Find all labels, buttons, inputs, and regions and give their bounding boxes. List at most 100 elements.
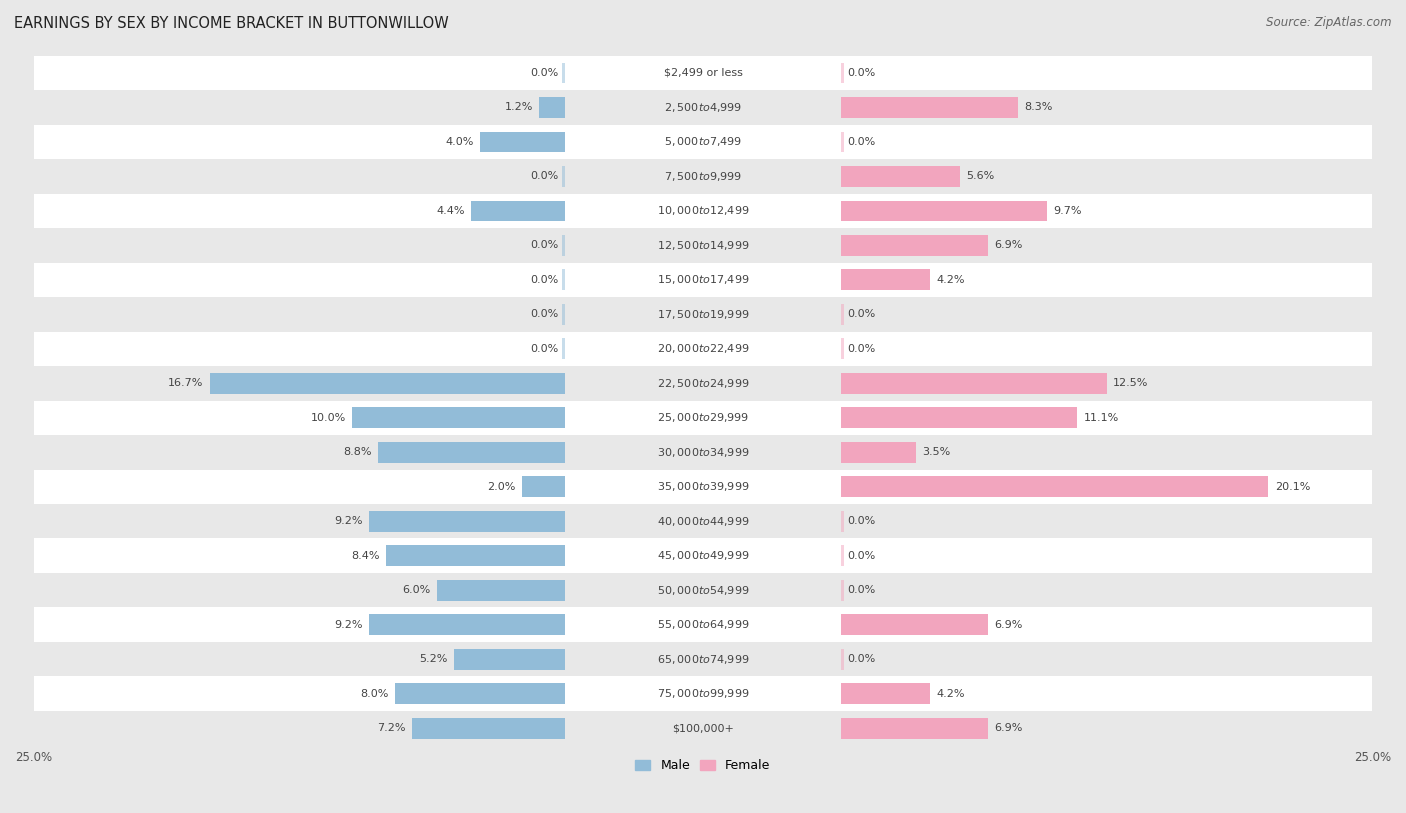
Bar — [34, 159, 1372, 193]
Text: 0.0%: 0.0% — [848, 585, 876, 595]
Text: $40,000 to $44,999: $40,000 to $44,999 — [657, 515, 749, 528]
Text: 6.0%: 6.0% — [402, 585, 432, 595]
Text: $12,500 to $14,999: $12,500 to $14,999 — [657, 239, 749, 252]
Text: 0.0%: 0.0% — [530, 309, 558, 320]
Text: $50,000 to $54,999: $50,000 to $54,999 — [657, 584, 749, 597]
Bar — [540, 97, 565, 118]
Bar — [34, 193, 1372, 228]
Bar — [370, 511, 565, 532]
Bar — [34, 538, 1372, 573]
Text: 0.0%: 0.0% — [848, 68, 876, 78]
Text: 0.0%: 0.0% — [530, 241, 558, 250]
Legend: Male, Female: Male, Female — [630, 754, 776, 777]
Text: 5.2%: 5.2% — [419, 654, 449, 664]
Text: 0.0%: 0.0% — [848, 344, 876, 354]
Text: 5.6%: 5.6% — [966, 172, 995, 181]
Bar — [841, 166, 960, 187]
Bar — [34, 366, 1372, 401]
Bar — [841, 97, 1018, 118]
Text: 4.2%: 4.2% — [936, 689, 966, 698]
Text: 4.4%: 4.4% — [436, 206, 465, 215]
Bar — [841, 338, 845, 359]
Bar — [34, 90, 1372, 124]
Text: $2,500 to $4,999: $2,500 to $4,999 — [664, 101, 742, 114]
Bar — [561, 63, 565, 83]
Text: $55,000 to $64,999: $55,000 to $64,999 — [657, 618, 749, 631]
Bar — [34, 607, 1372, 642]
Bar — [34, 711, 1372, 746]
Bar — [34, 124, 1372, 159]
Text: 9.7%: 9.7% — [1053, 206, 1083, 215]
Text: 12.5%: 12.5% — [1114, 378, 1149, 389]
Text: 0.0%: 0.0% — [848, 550, 876, 561]
Text: $15,000 to $17,499: $15,000 to $17,499 — [657, 273, 749, 286]
Text: 11.1%: 11.1% — [1084, 413, 1119, 423]
Text: 4.0%: 4.0% — [446, 137, 474, 147]
Bar — [841, 546, 845, 566]
Text: 0.0%: 0.0% — [848, 516, 876, 526]
Bar — [561, 304, 565, 324]
Bar — [841, 718, 988, 738]
Text: 9.2%: 9.2% — [335, 516, 363, 526]
Text: 0.0%: 0.0% — [530, 275, 558, 285]
Text: $30,000 to $34,999: $30,000 to $34,999 — [657, 446, 749, 459]
Text: 8.3%: 8.3% — [1024, 102, 1052, 112]
Text: $2,499 or less: $2,499 or less — [664, 68, 742, 78]
Bar — [34, 297, 1372, 332]
Text: $7,500 to $9,999: $7,500 to $9,999 — [664, 170, 742, 183]
Bar — [387, 546, 565, 566]
Bar — [395, 684, 565, 704]
Bar — [34, 263, 1372, 297]
Bar — [471, 201, 565, 221]
Bar — [209, 373, 565, 393]
Bar — [437, 580, 565, 601]
Text: $10,000 to $12,499: $10,000 to $12,499 — [657, 204, 749, 217]
Bar — [34, 228, 1372, 263]
Text: 9.2%: 9.2% — [335, 620, 363, 630]
Bar — [523, 476, 565, 497]
Text: $45,000 to $49,999: $45,000 to $49,999 — [657, 550, 749, 563]
Text: $25,000 to $29,999: $25,000 to $29,999 — [657, 411, 749, 424]
Text: 7.2%: 7.2% — [377, 724, 405, 733]
Text: $5,000 to $7,499: $5,000 to $7,499 — [664, 136, 742, 148]
Text: 2.0%: 2.0% — [488, 482, 516, 492]
Text: $17,500 to $19,999: $17,500 to $19,999 — [657, 308, 749, 321]
Bar — [454, 649, 565, 670]
Text: 6.9%: 6.9% — [994, 724, 1022, 733]
Bar — [34, 55, 1372, 90]
Text: 0.0%: 0.0% — [530, 68, 558, 78]
Bar — [841, 476, 1268, 497]
Bar — [841, 649, 845, 670]
Bar — [412, 718, 565, 738]
Text: $65,000 to $74,999: $65,000 to $74,999 — [657, 653, 749, 666]
Bar — [841, 407, 1077, 428]
Bar — [34, 435, 1372, 470]
Text: 0.0%: 0.0% — [848, 654, 876, 664]
Text: $75,000 to $99,999: $75,000 to $99,999 — [657, 687, 749, 700]
Bar — [34, 332, 1372, 366]
Text: 0.0%: 0.0% — [530, 172, 558, 181]
Bar — [841, 615, 988, 635]
Text: $35,000 to $39,999: $35,000 to $39,999 — [657, 480, 749, 493]
Text: $22,500 to $24,999: $22,500 to $24,999 — [657, 376, 749, 389]
Bar — [841, 442, 915, 463]
Bar — [34, 642, 1372, 676]
Bar — [841, 269, 931, 290]
Bar — [561, 269, 565, 290]
Bar — [34, 401, 1372, 435]
Bar — [841, 304, 845, 324]
Text: 0.0%: 0.0% — [530, 344, 558, 354]
Text: 10.0%: 10.0% — [311, 413, 346, 423]
Text: EARNINGS BY SEX BY INCOME BRACKET IN BUTTONWILLOW: EARNINGS BY SEX BY INCOME BRACKET IN BUT… — [14, 16, 449, 31]
Bar — [34, 573, 1372, 607]
Bar — [841, 373, 1107, 393]
Bar — [841, 235, 988, 255]
Bar — [561, 235, 565, 255]
Bar — [561, 338, 565, 359]
Bar — [841, 63, 845, 83]
Text: 20.1%: 20.1% — [1275, 482, 1310, 492]
Text: 8.0%: 8.0% — [360, 689, 388, 698]
Bar — [378, 442, 565, 463]
Bar — [841, 511, 845, 532]
Text: 6.9%: 6.9% — [994, 620, 1022, 630]
